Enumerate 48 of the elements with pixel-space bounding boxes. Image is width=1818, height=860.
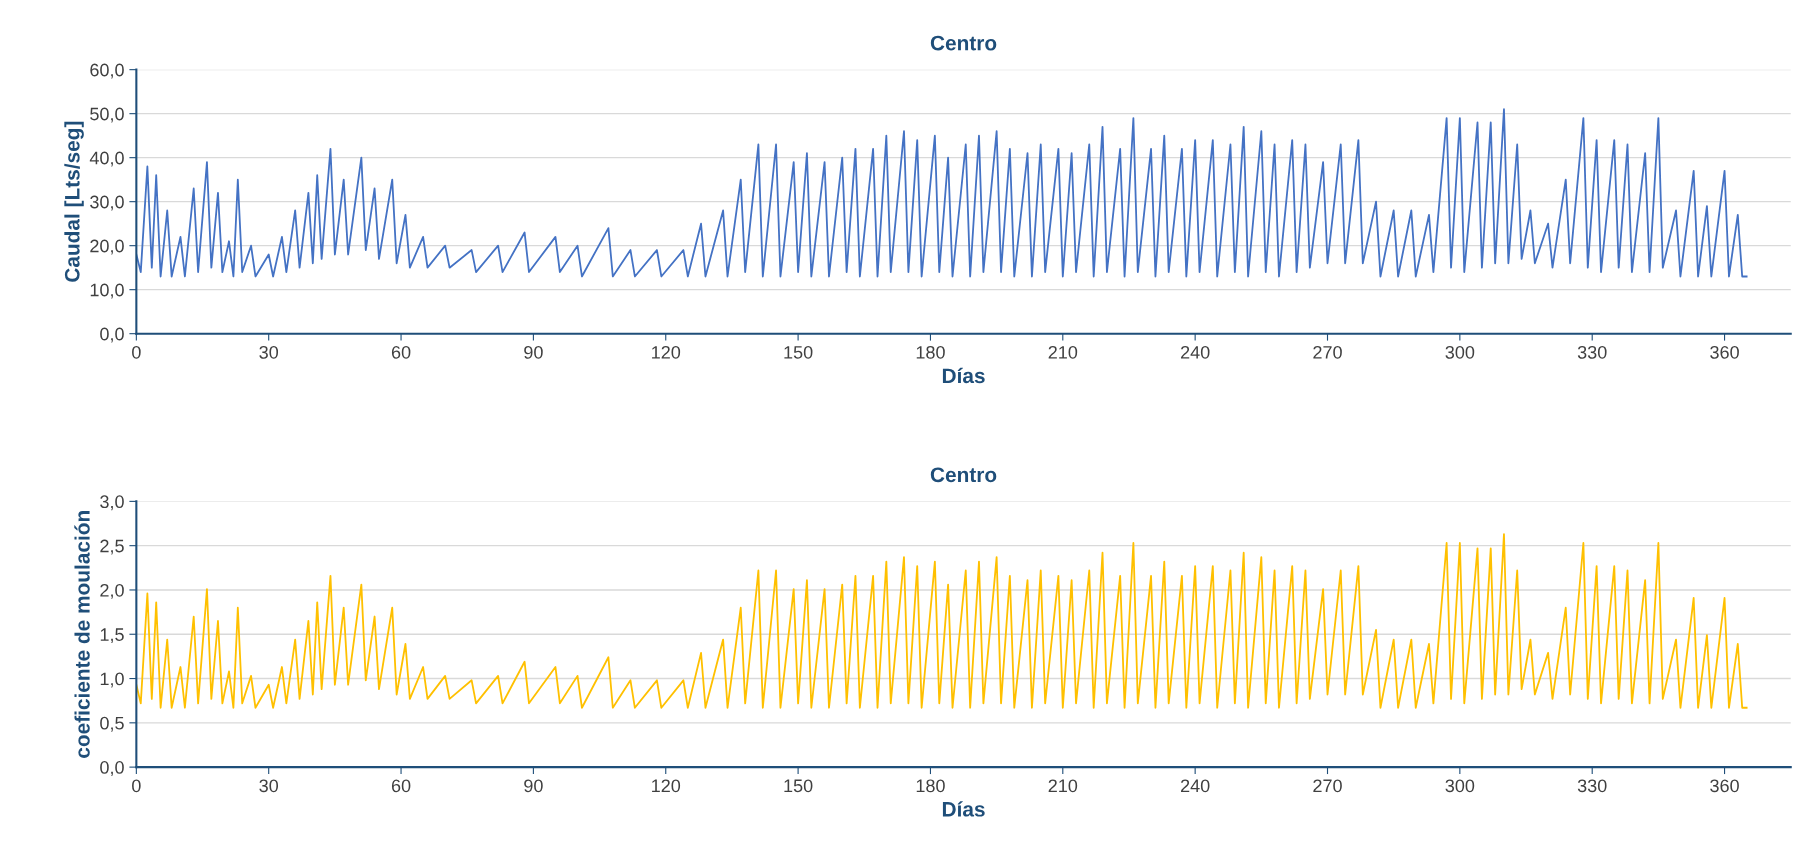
x-tick-label: 240 <box>1181 345 1210 359</box>
x-axis-title: Días <box>942 801 985 817</box>
y-axis-title: coeficiente de moulación <box>74 511 90 758</box>
x-tick-label: 330 <box>1577 779 1607 793</box>
x-tick-label: 90 <box>524 345 543 359</box>
chart-title: Centro <box>930 35 997 51</box>
x-tick-label: 360 <box>1710 779 1739 793</box>
x-tick-label: 90 <box>524 779 543 793</box>
line-series <box>136 108 1748 278</box>
x-axis-title: Días <box>942 367 985 384</box>
y-tick-label: 2,0 <box>100 583 124 599</box>
x-tick-label: 210 <box>1048 779 1078 793</box>
y-tick-label: 0,0 <box>100 327 124 343</box>
y-tick-label: 0,5 <box>100 716 124 732</box>
y-tick-label: 2,5 <box>100 539 124 555</box>
x-tick-label: 210 <box>1048 345 1078 359</box>
x-tick-label: 150 <box>784 345 813 359</box>
x-tick-label: 300 <box>1445 345 1475 359</box>
y-tick-label: 3,0 <box>100 495 124 511</box>
x-tick-label: 120 <box>652 779 681 793</box>
chart-title: Centro <box>930 467 997 483</box>
x-tick-label: 330 <box>1577 345 1607 359</box>
line-series <box>136 533 1748 709</box>
x-tick-label: 30 <box>259 779 279 793</box>
x-tick-label: 0 <box>132 345 141 359</box>
x-tick-label: 150 <box>784 779 813 793</box>
x-tick-label: 60 <box>391 779 411 793</box>
y-tick-label: 20,0 <box>90 239 124 255</box>
x-tick-label: 240 <box>1181 779 1210 793</box>
y-tick-label: 10,0 <box>90 283 124 299</box>
y-tick-label: 40,0 <box>89 151 124 167</box>
y-tick-label: 30,0 <box>90 195 124 211</box>
x-tick-label: 180 <box>916 345 945 359</box>
x-tick-label: 180 <box>916 779 945 793</box>
x-tick-label: 360 <box>1710 345 1739 359</box>
y-tick-label: 50,0 <box>90 107 124 123</box>
x-tick-label: 270 <box>1313 779 1342 793</box>
x-tick-label: 0 <box>132 779 141 793</box>
x-tick-label: 300 <box>1445 779 1475 793</box>
x-tick-label: 270 <box>1313 345 1342 359</box>
y-tick-label: 1,0 <box>100 672 124 688</box>
x-tick-label: 30 <box>259 345 279 359</box>
y-axis-title: Caudal [Lts/seg] <box>64 121 84 282</box>
x-tick-label: 60 <box>391 345 411 359</box>
y-tick-label: 1,5 <box>100 628 124 644</box>
y-tick-label: 0,0 <box>100 761 124 776</box>
y-tick-label: 60,0 <box>90 63 124 79</box>
x-tick-label: 120 <box>652 345 681 359</box>
